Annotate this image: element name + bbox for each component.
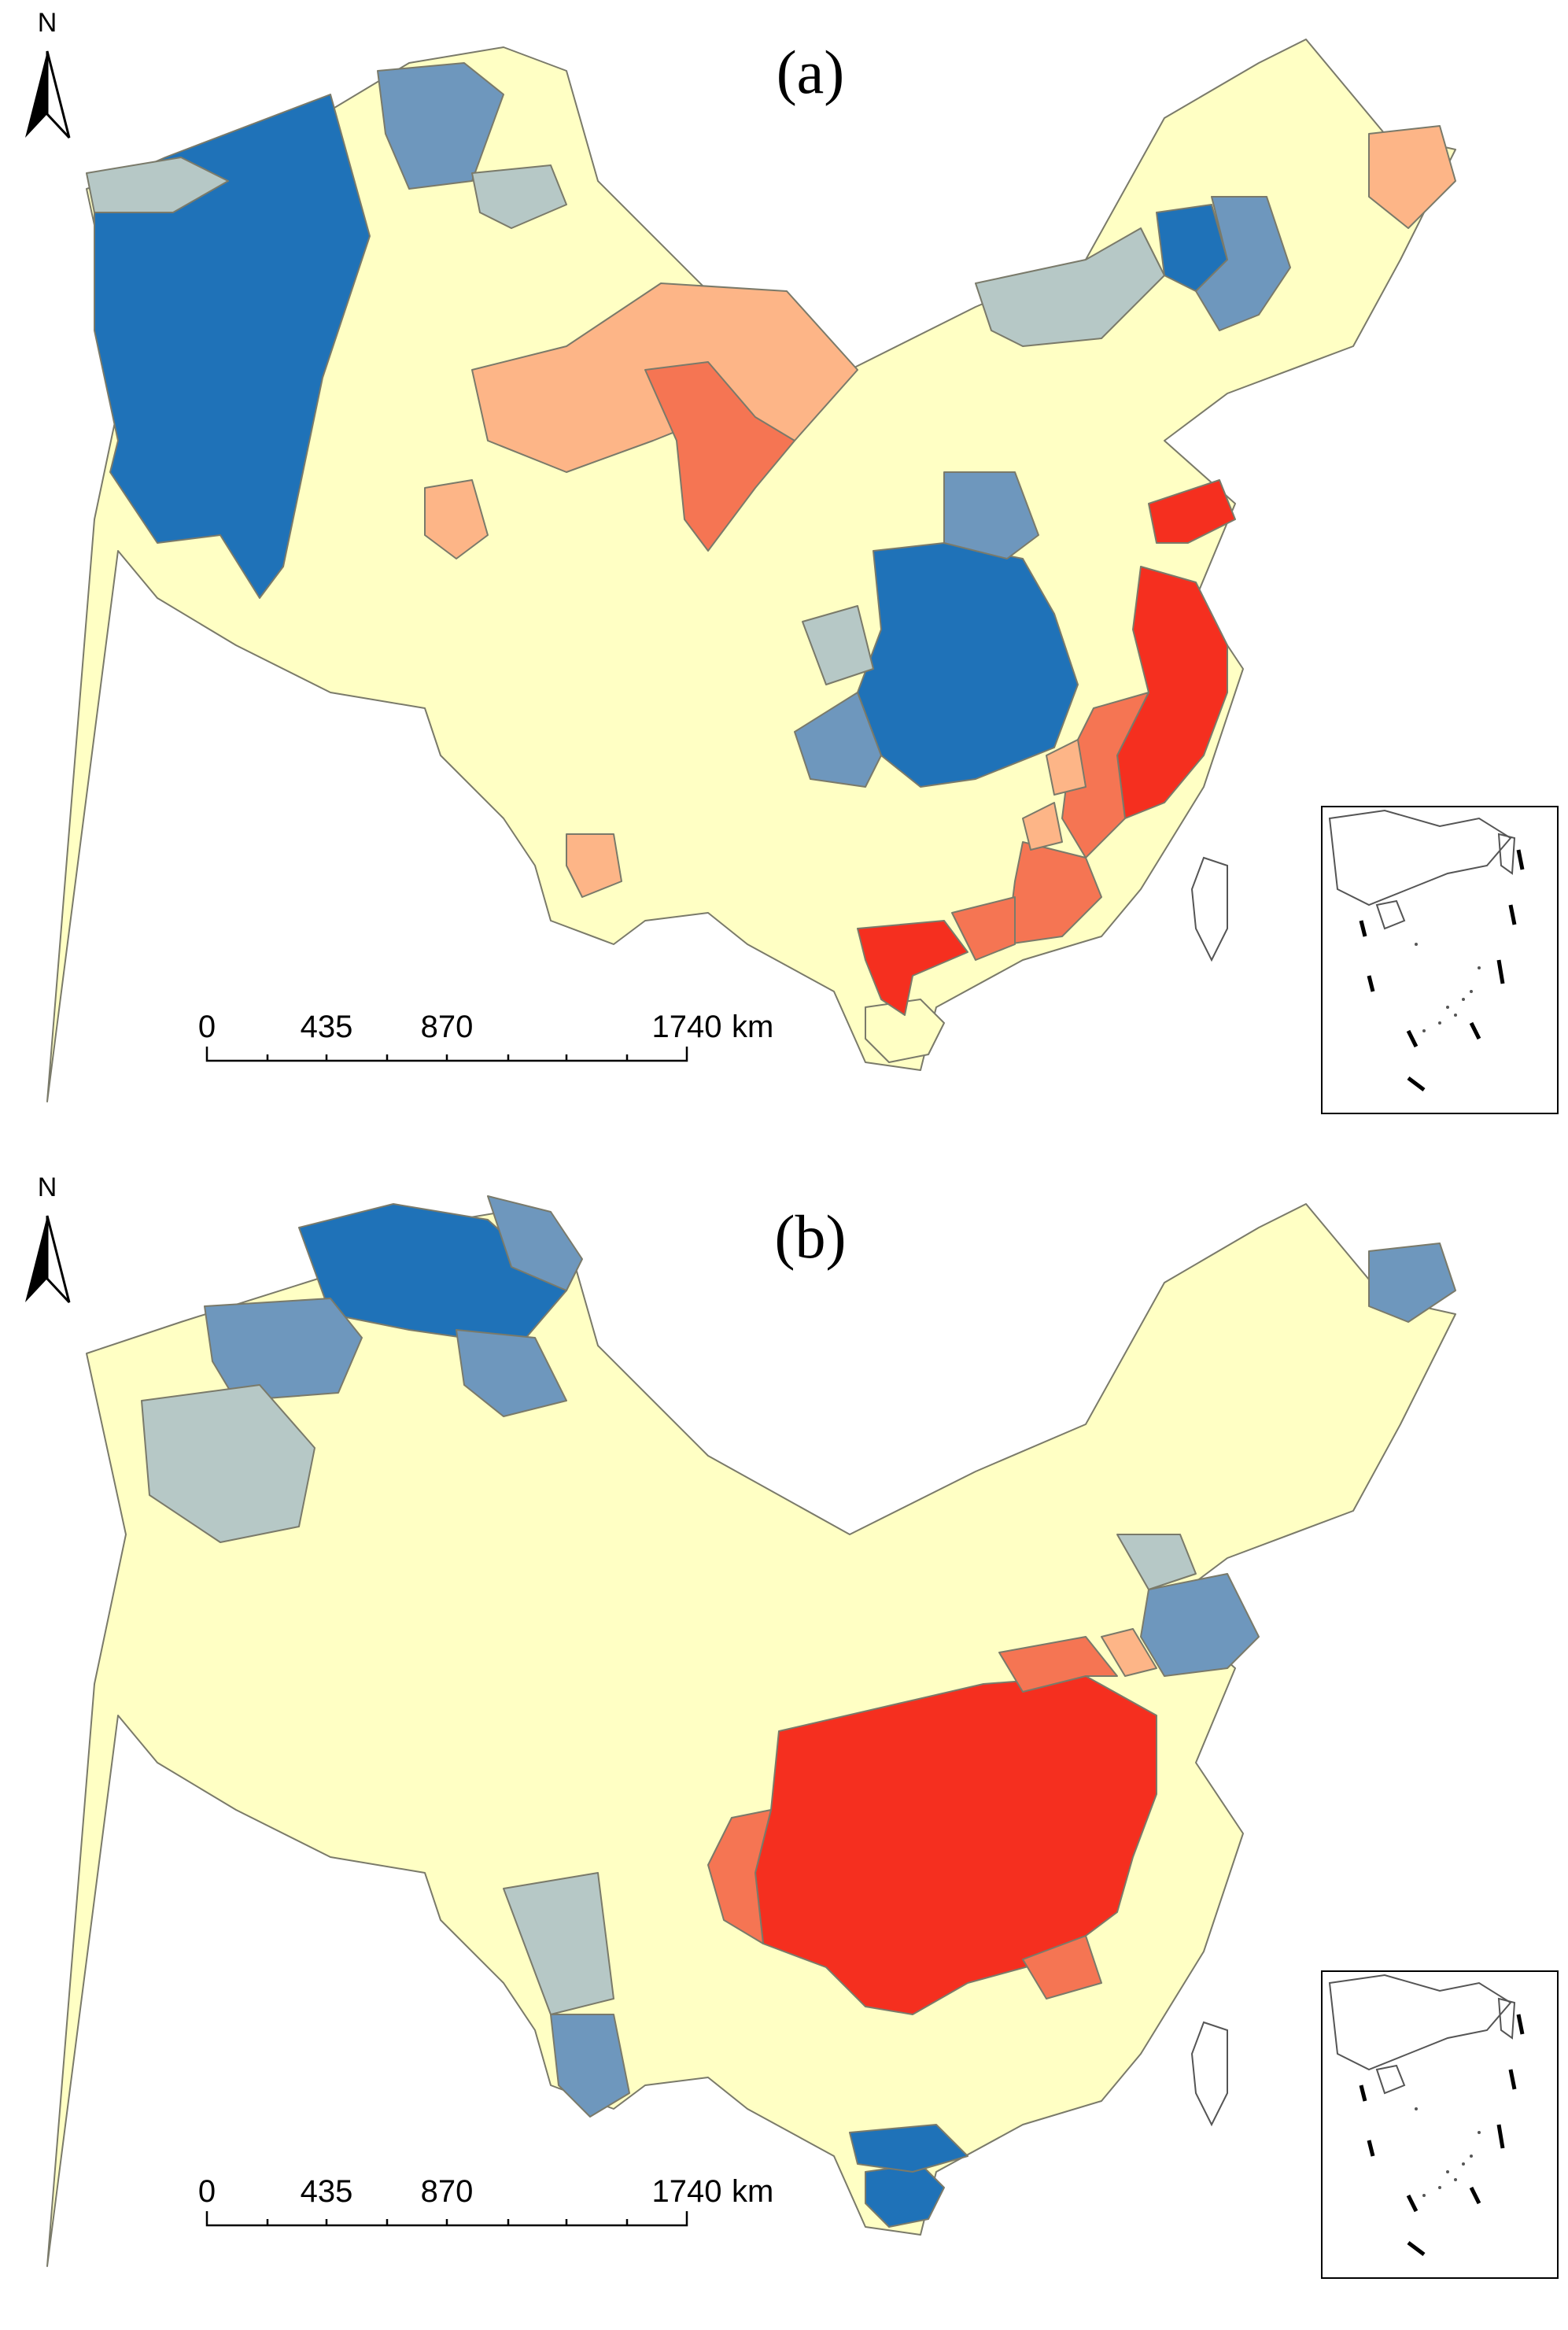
region-east-coast-core [1116,566,1228,819]
scale-tick-870: 870 [421,2174,474,2209]
region-heilongjiang-east [1368,125,1456,229]
region-xinjiang-north-ring [487,1195,583,1291]
region-xinjiang-northwest [86,157,229,213]
scale-tick-1740: 1740 [652,1010,722,1044]
region-guangxi-coast [849,2124,968,2173]
map-panel-b: (b) N 0 435 870 1740 km [0,1165,1568,2329]
scale-unit: km [732,2174,773,2209]
region-xinjiang-west-ring [204,1298,363,1401]
region-east-coast-ring-2 [1046,739,1087,796]
north-label: N [38,8,57,38]
region-central-high-ring-2 [998,1636,1118,1693]
region-northeast-coast-ring [1116,1534,1197,1590]
region-yunnan-spot [566,833,622,898]
region-guangdong-coast [857,920,968,1016]
taiwan-island [1190,2021,1228,2127]
region-xinjiang-west-ring-2 [456,1329,567,1417]
inset-south-china-sea-b [1321,1970,1559,2279]
scale-tick-435: 435 [301,2174,353,2209]
map-a-svg: (a) N 0 435 870 1740 km [25,8,1559,1114]
north-arrow-a: N [25,8,71,139]
region-northeast-blue-ring [1195,196,1291,331]
scale-tick-0: 0 [198,1010,216,1044]
scale-tick-1740: 1740 [652,2174,722,2209]
hainan-island [865,999,945,1063]
scale-bar-a: 0 435 870 1740 km [198,1010,773,1062]
region-fujian-guangdong [1006,841,1102,945]
region-central-high-ring-3 [1101,1628,1157,1677]
north-arrow-icon [25,1215,71,1304]
region-xinjiang-south [141,1384,315,1543]
region-altay [471,164,567,229]
region-gansu-core [644,361,795,552]
region-central-cluster-ring-2 [943,471,1039,559]
region-central-high-ring [707,1809,772,1944]
north-label: N [38,1172,57,1202]
taiwan-island [1190,856,1228,962]
scale-tick-870: 870 [421,1010,474,1044]
region-central-high-ring-4 [1022,1935,1102,2000]
region-central-cluster-ring [794,692,882,788]
region-heilongjiang-east [1368,1243,1456,1323]
map-panel-a: (a) N 0 435 870 1740 km [25,8,1559,1114]
region-xinjiang-north [377,62,504,190]
scale-unit: km [732,1010,773,1044]
region-yunnan-west [503,1872,614,2015]
scale-bar-b: 0 435 870 1740 km [198,2174,773,2227]
north-arrow-icon [25,50,71,139]
map-b-svg: (b) N 0 435 870 1740 km [25,1172,1559,2279]
panel-label-a: (a) [777,38,845,106]
scale-tick-0: 0 [198,2174,216,2209]
region-inner-mongolia-east [975,227,1165,347]
region-yunnan-west-ring [550,2014,630,2118]
north-arrow-b: N [25,1172,71,1304]
region-northeast-coast [1140,1573,1260,1677]
region-shandong-coast [1148,479,1236,544]
region-xinjiang-west [94,94,371,599]
inset-south-china-sea-a [1321,806,1559,1114]
region-central-cluster-ring-3 [802,605,874,685]
region-guangdong-ring-2 [1022,802,1063,851]
panel-label-b: (b) [775,1202,847,1271]
region-guangdong-ring [951,896,1016,961]
region-qinghai-spot [424,479,489,559]
scale-tick-435: 435 [301,1010,353,1044]
